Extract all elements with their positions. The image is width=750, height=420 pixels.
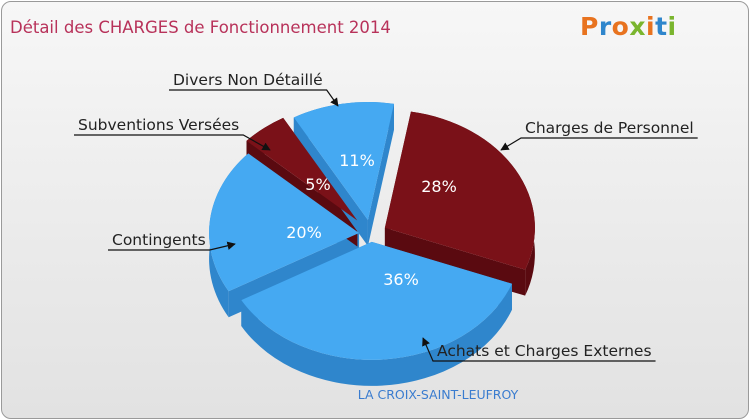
pie-slices <box>209 102 535 360</box>
percent-labels: 28% 36% 20% 5% 11% <box>286 151 457 289</box>
pie-percent-label: 5% <box>305 175 330 194</box>
pie-percent-label: 11% <box>339 151 375 170</box>
logo-letter: o <box>612 12 630 41</box>
chart-title: Détail des CHARGES de Fonctionnement 201… <box>10 18 391 37</box>
pie-slice-label: Charges de Personnel <box>525 119 694 137</box>
pie-slice <box>293 102 394 221</box>
chart-subtitle: LA CROIX-SAINT-LEUFROY <box>358 387 519 402</box>
logo-letter: t <box>655 12 667 41</box>
logo-letter: x <box>629 12 646 41</box>
pie-slice <box>246 117 358 221</box>
logo-letter: P <box>580 12 599 41</box>
leader-line <box>500 137 698 151</box>
pie-slice-label: Contingents <box>112 231 206 249</box>
logo-letter: i <box>646 12 655 41</box>
pie-side <box>241 283 512 386</box>
pie-slice <box>209 153 360 292</box>
pie-slice <box>384 111 535 270</box>
pie-slice-label: Subventions Versées <box>78 116 239 134</box>
logo-letter: r <box>599 12 612 41</box>
pie-percent-label: 28% <box>421 177 457 196</box>
leader-line <box>108 241 236 251</box>
proxiti-logo: Proxiti <box>580 12 677 41</box>
logo-text: Proxiti <box>580 12 677 41</box>
logo-letter: i <box>668 12 677 41</box>
pie-wall <box>367 103 394 247</box>
pie-percent-label: 20% <box>286 223 322 242</box>
pie-slice-label: Divers Non Détaillé <box>173 71 323 89</box>
pie-slice-label: Achats et Charges Externes <box>437 342 652 360</box>
pie-slice <box>241 241 512 360</box>
slice-labels: Charges de Personnel Achats et Charges Ex… <box>74 71 698 362</box>
leader-line <box>422 337 656 362</box>
pie-percent-label: 36% <box>383 270 419 289</box>
leader-line <box>74 134 271 151</box>
leader-line <box>169 89 339 107</box>
